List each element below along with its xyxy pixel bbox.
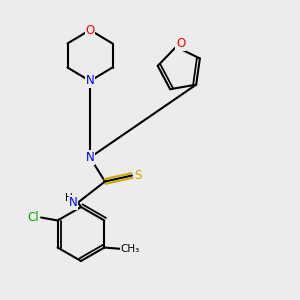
Text: O: O [85,23,94,37]
Text: N: N [85,74,94,88]
Text: S: S [134,169,142,182]
Text: O: O [176,37,185,50]
Text: N: N [85,151,94,164]
Text: H: H [65,193,73,203]
Text: Cl: Cl [28,211,39,224]
Text: CH₃: CH₃ [120,244,140,254]
Text: N: N [69,196,78,209]
